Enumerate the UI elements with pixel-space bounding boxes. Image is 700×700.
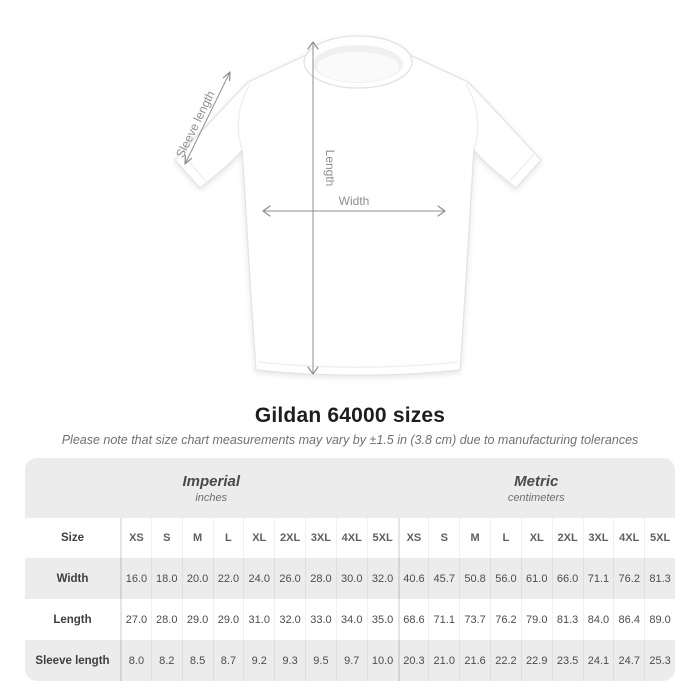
value-cell: 9.5 [305,640,336,681]
value-cell: 71.1 [428,599,459,640]
table-row: Sleeve length 8.0 8.2 8.5 8.7 9.2 9.3 9.5 9.7 10.… [25,640,675,681]
value-cell: 34.0 [335,599,367,640]
value-cell: 18.0 [150,558,182,599]
imperial-unit: inches [195,491,228,504]
length-arrow [307,41,319,375]
value-cell: 24.0 [243,558,274,599]
value-cell: 35.0 [366,599,398,640]
size-header: 5XL [366,518,398,558]
length-label: Length [323,150,337,187]
size-header: S [428,518,459,558]
size-header: M [181,518,213,558]
size-header: 4XL [613,518,644,558]
value-cell: 45.7 [428,558,459,599]
imperial-label: Imperial [182,472,241,490]
value-cell: 28.0 [305,558,336,599]
tshirt-illustration-svg: Sleeve length Length Width [173,35,542,376]
value-cell: 21.6 [459,640,490,681]
size-header: XL [520,518,552,558]
size-header: 2XL [274,518,305,558]
value-cell: 20.0 [181,558,213,599]
value-cell: 24.1 [582,640,614,681]
size-header: 2XL [551,518,583,558]
tshirt-diagram: Sleeve length Length Width [130,18,570,398]
value-cell: 61.0 [520,558,552,599]
value-cell: 23.5 [551,640,583,681]
width-label: Width [339,194,370,208]
size-header: XL [243,518,274,558]
value-cell: 8.0 [120,640,151,681]
tolerance-note: Please note that size chart measurements… [61,433,639,447]
value-cell: 20.3 [397,640,429,681]
value-cell: 50.8 [459,558,490,599]
value-cell: 66.0 [551,558,583,599]
value-cell: 81.3 [551,599,583,640]
value-cell: 10.0 [366,640,398,681]
value-cell: 8.2 [150,640,182,681]
metric-unit: centimeters [507,491,565,504]
value-cell: 27.0 [120,599,151,640]
metric-label: Metric [514,472,559,490]
value-cell: 76.2 [613,558,644,599]
value-cell: 9.2 [243,640,274,681]
value-cell: 22.0 [212,558,244,599]
size-header: M [459,518,490,558]
size-corner-header: Size [60,532,84,544]
value-cell: 71.1 [582,558,614,599]
table-row: Width 16.0 18.0 20.0 22.0 24.0 26.0 28.0 30.0 32.… [25,558,675,599]
size-header: L [490,518,521,558]
value-cell: 81.3 [644,558,675,599]
value-cell: 79.0 [520,599,552,640]
size-table-body: Size XS S M L XL 2XL 3XL 4XL 5XL XS S M L XL 2XL 3XL 4XL 5… [25,518,675,681]
page-title: Gildan 64000 sizes [254,404,446,427]
value-cell: 86.4 [613,599,644,640]
size-header: 3XL [582,518,614,558]
size-table: Imperial inches Metric centimeters Size X… [25,458,675,681]
value-cell: 29.0 [181,599,213,640]
value-cell: 84.0 [582,599,614,640]
value-cell: 22.2 [490,640,521,681]
value-cell: 8.5 [181,640,213,681]
width-arrow [262,205,446,217]
value-cell: 8.7 [212,640,244,681]
value-cell: 32.0 [366,558,398,599]
imperial-header: Imperial inches [25,458,398,518]
value-cell: 28.0 [150,599,182,640]
value-cell: 89.0 [644,599,675,640]
value-cell: 73.7 [459,599,490,640]
value-cell: 76.2 [490,599,521,640]
size-header: S [150,518,182,558]
value-cell: 9.7 [335,640,367,681]
size-header: XS [120,518,151,558]
value-cell: 32.0 [274,599,305,640]
value-cell: 68.6 [397,599,429,640]
value-cell: 21.0 [428,640,459,681]
size-header: 4XL [335,518,367,558]
size-header: 5XL [644,518,675,558]
value-cell: 9.3 [274,640,305,681]
table-row: Size XS S M L XL 2XL 3XL 4XL 5XL XS S M L XL 2XL 3XL 4XL 5… [25,518,675,558]
metric-header: Metric centimeters [398,458,676,518]
value-cell: 25.3 [644,640,675,681]
sleeve-length-arrow [184,71,231,165]
size-header: XS [397,518,429,558]
value-cell: 26.0 [274,558,305,599]
value-cell: 40.6 [397,558,429,599]
value-cell: 56.0 [490,558,521,599]
value-cell: 22.9 [520,640,552,681]
row-label: Sleeve length [35,654,110,667]
size-header: L [212,518,244,558]
value-cell: 30.0 [335,558,367,599]
value-cell: 29.0 [212,599,244,640]
value-cell: 31.0 [243,599,274,640]
table-row: Length 27.0 28.0 29.0 29.0 31.0 32.0 33.0 34.0 35… [25,599,675,640]
size-header: 3XL [305,518,336,558]
row-label: Length [53,613,92,626]
unit-header-band: Imperial inches Metric centimeters [25,458,675,518]
value-cell: 33.0 [305,599,336,640]
row-label: Width [56,572,89,585]
value-cell: 24.7 [613,640,644,681]
value-cell: 16.0 [120,558,151,599]
